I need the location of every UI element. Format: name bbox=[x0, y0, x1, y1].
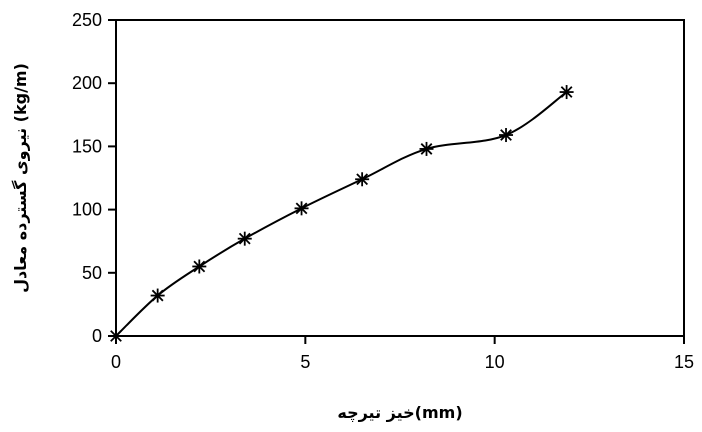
data-point-marker bbox=[419, 141, 434, 156]
data-point-marker bbox=[499, 128, 514, 143]
series-line bbox=[115, 91, 568, 337]
y-tick-label: 100 bbox=[72, 200, 102, 220]
x-tick-label: 10 bbox=[485, 352, 505, 372]
y-tick-label: 50 bbox=[82, 263, 102, 283]
y-tick-label: 150 bbox=[72, 136, 102, 156]
x-tick-label: 0 bbox=[111, 352, 121, 372]
data-point-marker bbox=[192, 259, 207, 274]
data-point-marker bbox=[150, 288, 165, 303]
y-tick-label: 200 bbox=[72, 73, 102, 93]
data-point-marker bbox=[294, 201, 309, 216]
y-axis-title: نیروی گسترده معادل (kg/m) bbox=[11, 63, 30, 293]
x-axis-title: خیز تیرچه(mm) bbox=[337, 403, 462, 423]
x-tick-label: 5 bbox=[300, 352, 310, 372]
x-axis-ticks: 0 5 10 15 bbox=[111, 336, 694, 372]
data-point-marker bbox=[355, 172, 370, 187]
data-point-marker bbox=[559, 85, 574, 100]
x-tick-label: 15 bbox=[674, 352, 694, 372]
data-point-markers bbox=[109, 85, 574, 343]
plot-frame bbox=[115, 19, 685, 337]
y-tick-label: 0 bbox=[92, 326, 102, 346]
data-point-marker bbox=[237, 231, 252, 246]
y-axis-ticks: 0 50 100 150 200 250 bbox=[72, 10, 116, 346]
data-point-marker bbox=[109, 329, 123, 343]
y-tick-label: 250 bbox=[72, 10, 102, 30]
